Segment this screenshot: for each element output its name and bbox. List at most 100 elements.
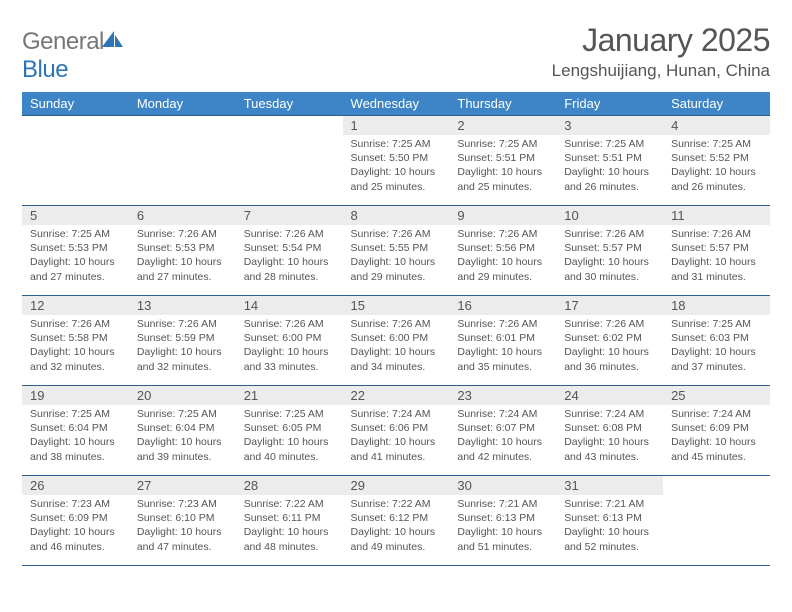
col-wednesday: Wednesday	[343, 92, 450, 116]
logo: GeneralBlue	[22, 28, 124, 84]
sunset-label: Sunset:	[457, 422, 493, 434]
sunrise-value: 7:25 AM	[71, 228, 110, 240]
day-number: 6	[129, 206, 236, 225]
sunrise-label: Sunrise:	[457, 228, 496, 240]
sunset-label: Sunset:	[244, 332, 280, 344]
day-number: 12	[22, 296, 129, 315]
day-number: 15	[343, 296, 450, 315]
sunrise-label: Sunrise:	[671, 318, 710, 330]
day-number: 25	[663, 386, 770, 405]
day-info: Sunrise: 7:24 AMSunset: 6:09 PMDaylight:…	[663, 405, 770, 468]
sunrise-value: 7:26 AM	[178, 318, 217, 330]
sunrise-value: 7:26 AM	[178, 228, 217, 240]
sunset-label: Sunset:	[244, 422, 280, 434]
sunset-value: 5:57 PM	[603, 242, 642, 254]
calendar-day: 24Sunrise: 7:24 AMSunset: 6:08 PMDayligh…	[556, 386, 663, 476]
sunset-label: Sunset:	[457, 152, 493, 164]
sunrise-value: 7:25 AM	[178, 408, 217, 420]
logo-word-2: Blue	[22, 56, 68, 83]
sunrise-value: 7:26 AM	[713, 228, 752, 240]
daylight-label: Daylight:	[137, 526, 178, 538]
day-number: 5	[22, 206, 129, 225]
daylight-label: Daylight:	[351, 166, 392, 178]
day-number: 19	[22, 386, 129, 405]
sunrise-label: Sunrise:	[351, 498, 390, 510]
daylight-label: Daylight:	[244, 256, 285, 268]
day-info: Sunrise: 7:26 AMSunset: 5:55 PMDaylight:…	[343, 225, 450, 288]
day-number: 2	[449, 116, 556, 135]
calendar-day: 21Sunrise: 7:25 AMSunset: 6:05 PMDayligh…	[236, 386, 343, 476]
sunset-value: 6:04 PM	[69, 422, 108, 434]
sunset-label: Sunset:	[457, 332, 493, 344]
day-number: 30	[449, 476, 556, 495]
sunrise-label: Sunrise:	[137, 408, 176, 420]
sunset-value: 5:53 PM	[175, 242, 214, 254]
day-number: 4	[663, 116, 770, 135]
sunrise-value: 7:22 AM	[392, 498, 431, 510]
sunrise-value: 7:25 AM	[713, 138, 752, 150]
sunrise-label: Sunrise:	[30, 498, 69, 510]
sunrise-label: Sunrise:	[564, 318, 603, 330]
col-friday: Friday	[556, 92, 663, 116]
daylight-label: Daylight:	[457, 436, 498, 448]
calendar-day: 10Sunrise: 7:26 AMSunset: 5:57 PMDayligh…	[556, 206, 663, 296]
sunset-value: 6:05 PM	[282, 422, 321, 434]
day-number: 10	[556, 206, 663, 225]
day-info: Sunrise: 7:26 AMSunset: 5:57 PMDaylight:…	[556, 225, 663, 288]
sunset-value: 6:03 PM	[710, 332, 749, 344]
sunrise-value: 7:26 AM	[606, 318, 645, 330]
calendar-day: 17Sunrise: 7:26 AMSunset: 6:02 PMDayligh…	[556, 296, 663, 386]
sunrise-value: 7:25 AM	[392, 138, 431, 150]
day-number: 8	[343, 206, 450, 225]
calendar-week: 5 Sunrise: 7:25 AM Sunset: 5:53 PM Daylight…	[22, 206, 770, 296]
sunset-label: Sunset:	[671, 152, 707, 164]
daylight-label: Daylight:	[671, 256, 712, 268]
sunrise-value: 7:24 AM	[713, 408, 752, 420]
calendar-week: 12Sunrise: 7:26 AMSunset: 5:58 PMDayligh…	[22, 296, 770, 386]
day-info: Sunrise: 7:25 AMSunset: 5:50 PMDaylight:…	[343, 135, 450, 198]
sunset-label: Sunset:	[564, 332, 600, 344]
calendar-day: 26Sunrise: 7:23 AMSunset: 6:09 PMDayligh…	[22, 476, 129, 566]
sunrise-label: Sunrise:	[671, 408, 710, 420]
daylight-label: Daylight:	[244, 526, 285, 538]
sunset-value: 5:53 PM	[69, 242, 108, 254]
sunset-value: 6:07 PM	[496, 422, 535, 434]
day-number: 9	[449, 206, 556, 225]
sunset-label: Sunset:	[30, 422, 66, 434]
calendar-day: 8Sunrise: 7:26 AMSunset: 5:55 PMDaylight…	[343, 206, 450, 296]
day-info: Sunrise: 7:26 AMSunset: 5:54 PMDaylight:…	[236, 225, 343, 288]
sunset-label: Sunset:	[137, 422, 173, 434]
calendar-day: 13Sunrise: 7:26 AMSunset: 5:59 PMDayligh…	[129, 296, 236, 386]
sunrise-value: 7:26 AM	[392, 228, 431, 240]
calendar-day: 27Sunrise: 7:23 AMSunset: 6:10 PMDayligh…	[129, 476, 236, 566]
col-sunday: Sunday	[22, 92, 129, 116]
sunrise-label: Sunrise:	[457, 138, 496, 150]
sunrise-label: Sunrise:	[671, 228, 710, 240]
calendar-day: 19Sunrise: 7:25 AMSunset: 6:04 PMDayligh…	[22, 386, 129, 476]
day-info: Sunrise: 7:23 AMSunset: 6:10 PMDaylight:…	[129, 495, 236, 558]
sunset-label: Sunset:	[244, 242, 280, 254]
day-info: Sunrise: 7:26 AMSunset: 5:53 PMDaylight:…	[129, 225, 236, 288]
sunrise-label: Sunrise:	[244, 498, 283, 510]
daylight-label: Daylight:	[457, 256, 498, 268]
calendar-day: ..	[236, 116, 343, 206]
day-info: Sunrise: 7:22 AMSunset: 6:12 PMDaylight:…	[343, 495, 450, 558]
sunset-label: Sunset:	[30, 242, 66, 254]
sunset-label: Sunset:	[137, 512, 173, 524]
sunrise-value: 7:23 AM	[178, 498, 217, 510]
sunrise-label: Sunrise:	[564, 228, 603, 240]
sunrise-label: Sunrise:	[351, 408, 390, 420]
daylight-label: Daylight:	[137, 346, 178, 358]
sunset-value: 5:56 PM	[496, 242, 535, 254]
sunrise-label: Sunrise:	[351, 318, 390, 330]
daylight-label: Daylight:	[671, 166, 712, 178]
sunset-label: Sunset:	[564, 422, 600, 434]
calendar-day: 1Sunrise: 7:25 AMSunset: 5:50 PMDaylight…	[343, 116, 450, 206]
sunrise-label: Sunrise:	[564, 408, 603, 420]
calendar-week: 19 Sunrise: 7:25 AM Sunset: 6:04 PM Dayligh…	[22, 386, 770, 476]
sunset-value: 6:11 PM	[282, 512, 320, 524]
sunset-value: 5:51 PM	[603, 152, 642, 164]
day-number: 28	[236, 476, 343, 495]
daylight-label: Daylight:	[30, 526, 71, 538]
day-number: 27	[129, 476, 236, 495]
